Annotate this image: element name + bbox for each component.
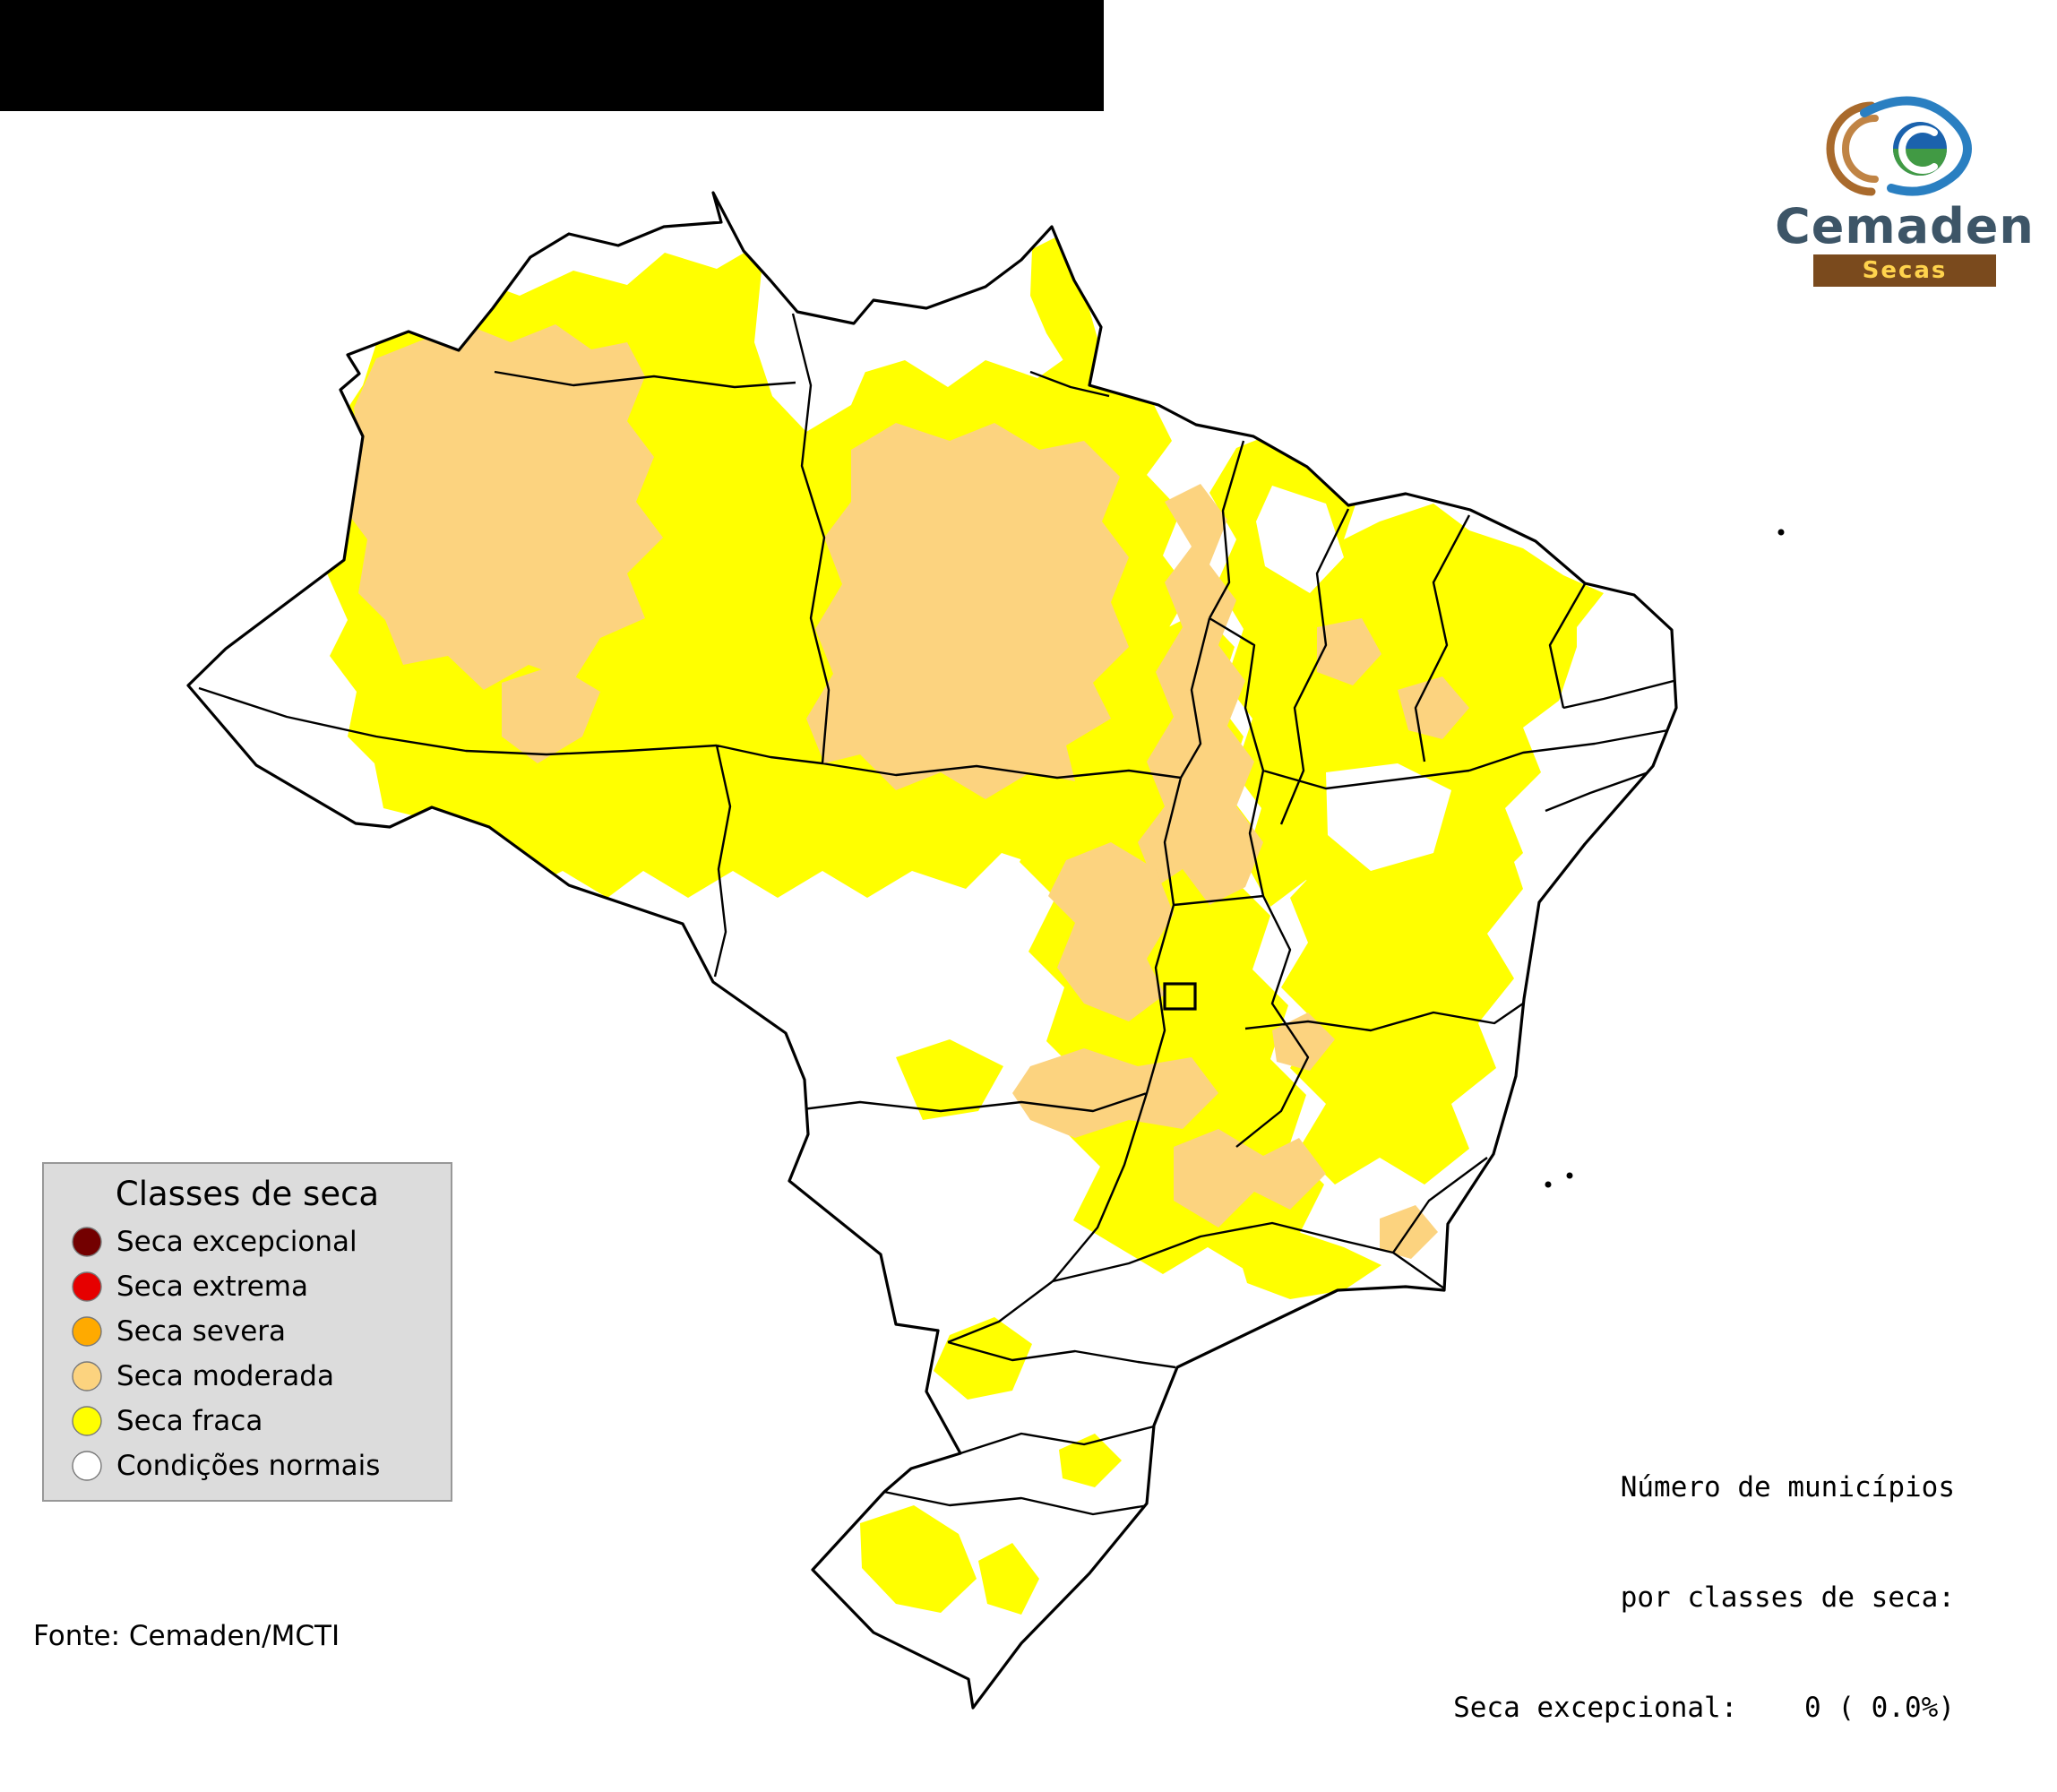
cemaden-wordmark: Cemaden [1775,198,2035,254]
country-outline [186,191,1678,1710]
legend-item-seca-excepcional: Seca excepcional [44,1226,451,1258]
legend-title: Classes de seca [115,1175,380,1213]
legend-item-seca-fraca: Seca fraca [44,1405,451,1437]
seca-excepcional-swatch [72,1227,102,1257]
legend-item-seca-severa: Seca severa [44,1315,451,1348]
state-boundaries [198,313,1674,1516]
legend-item-seca-moderada: Seca moderada [44,1360,451,1392]
condicoes-normais-swatch [72,1451,102,1481]
seca-moderada-swatch [72,1361,102,1391]
cemaden-eye-icon [1826,96,1972,196]
title-bar-redacted [0,0,1104,111]
municipality-stats: Número de municípios por classes de seca… [1436,1396,1955,1792]
seca-severa-swatch [72,1316,102,1347]
seca-moderada-regions [340,324,1469,1259]
secas-banner: Secas [1813,254,1996,287]
legend-item-seca-extrema: Seca extrema [44,1271,451,1303]
seca-extrema-swatch [72,1271,102,1302]
distrito-federal-boundary [1163,982,1197,1011]
stats-header-line: Número de municípios [1620,1471,1955,1503]
stats-line-excepcional: Seca excepcional: 0 ( 0.0%) [1453,1692,1955,1724]
legend-label: Condições normais [116,1450,381,1482]
seca-fraca-swatch [72,1406,102,1436]
legend-label: Seca extrema [116,1271,309,1303]
legend-label: Seca fraca [116,1405,263,1437]
drought-legend: Classes de seca Seca excepcional Seca ex… [42,1162,452,1502]
legend-label: Seca excepcional [116,1226,357,1258]
legend-item-condicoes-normais: Condições normais [44,1450,451,1482]
legend-label: Seca moderada [116,1360,334,1392]
stats-header-line: por classes de seca: [1620,1581,1955,1614]
source-credit: Fonte: Cemaden/MCTI [33,1620,340,1652]
cemaden-logo: Cemaden Secas [1775,93,2034,287]
offshore-islands [1545,529,1785,1188]
legend-label: Seca severa [116,1315,287,1348]
